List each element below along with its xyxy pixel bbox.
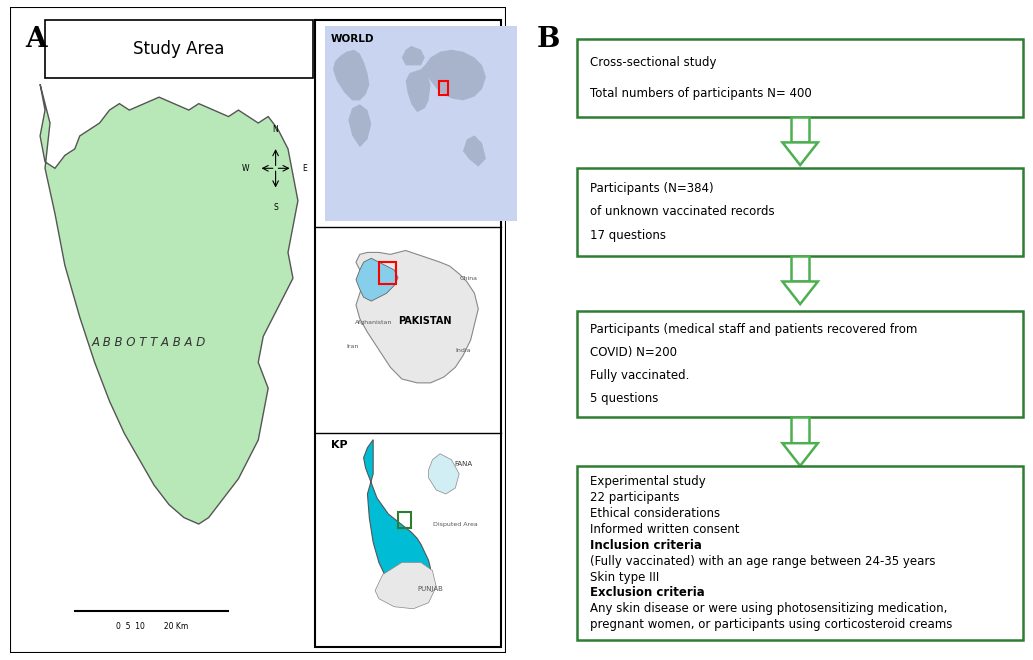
Text: Participants (N=384): Participants (N=384): [590, 182, 714, 195]
Text: pregnant women, or participants using corticosteroid creams: pregnant women, or participants using co…: [590, 618, 952, 631]
Polygon shape: [429, 454, 459, 494]
Text: Participants (medical staff and patients recovered from: Participants (medical staff and patients…: [590, 323, 917, 336]
Text: 5 questions: 5 questions: [590, 391, 658, 405]
Bar: [398, 512, 411, 528]
Bar: [315, 20, 501, 647]
Text: Experimental study: Experimental study: [590, 475, 706, 488]
Polygon shape: [348, 104, 371, 147]
Bar: [791, 117, 809, 143]
Text: Total numbers of participants N= 400: Total numbers of participants N= 400: [590, 86, 812, 100]
Polygon shape: [364, 440, 431, 603]
Text: Informed written consent: Informed written consent: [590, 523, 740, 536]
Bar: [577, 39, 1023, 117]
Text: India: India: [456, 348, 471, 352]
Polygon shape: [406, 69, 431, 112]
Text: COVID) N=200: COVID) N=200: [590, 346, 677, 359]
Text: Any skin disease or were using photosensitizing medication,: Any skin disease or were using photosens…: [590, 603, 947, 615]
Text: E: E: [302, 164, 307, 173]
Text: Inclusion criteria: Inclusion criteria: [590, 539, 702, 552]
Polygon shape: [402, 46, 425, 65]
Text: Exclusion criteria: Exclusion criteria: [590, 587, 705, 599]
Bar: [577, 466, 1023, 640]
Text: WORLD: WORLD: [332, 34, 375, 44]
Polygon shape: [375, 562, 436, 609]
Text: N: N: [273, 125, 279, 134]
Bar: [791, 255, 809, 281]
Bar: [577, 311, 1023, 417]
Bar: [791, 417, 809, 444]
Bar: [379, 262, 396, 284]
Text: FANA: FANA: [453, 461, 472, 467]
Text: Afghanistan: Afghanistan: [354, 321, 392, 325]
Text: S: S: [274, 203, 278, 212]
Bar: [577, 168, 1023, 255]
Text: KP: KP: [332, 440, 348, 449]
Text: PUNJAB: PUNJAB: [417, 585, 443, 591]
Text: 0  5  10        20 Km: 0 5 10 20 Km: [116, 622, 188, 632]
Text: 22 participants: 22 participants: [590, 491, 680, 504]
Text: 17 questions: 17 questions: [590, 230, 666, 242]
Polygon shape: [421, 50, 486, 100]
Polygon shape: [782, 143, 818, 165]
Text: A: A: [25, 26, 46, 53]
Text: Iran: Iran: [346, 344, 358, 349]
Polygon shape: [782, 281, 818, 304]
Text: W: W: [242, 164, 249, 173]
Text: Ethical considerations: Ethical considerations: [590, 507, 720, 520]
Polygon shape: [40, 84, 298, 524]
Text: Skin type III: Skin type III: [590, 570, 659, 583]
Polygon shape: [356, 251, 478, 383]
Text: Disputed Area: Disputed Area: [433, 522, 477, 527]
Polygon shape: [333, 50, 370, 100]
Text: (Fully vaccinated) with an age range between 24-35 years: (Fully vaccinated) with an age range bet…: [590, 554, 936, 568]
Text: Study Area: Study Area: [133, 40, 224, 57]
Polygon shape: [782, 444, 818, 466]
Bar: [439, 81, 447, 94]
Text: China: China: [460, 276, 477, 280]
Bar: [45, 20, 313, 78]
Text: Cross-sectional study: Cross-sectional study: [590, 55, 717, 69]
Text: A B B O T T A B A D: A B B O T T A B A D: [92, 337, 207, 349]
Text: PAKISTAN: PAKISTAN: [398, 316, 451, 327]
Text: B: B: [537, 26, 560, 53]
Polygon shape: [356, 258, 398, 301]
Text: Fully vaccinated.: Fully vaccinated.: [590, 369, 689, 382]
Polygon shape: [463, 135, 486, 166]
Text: of unknown vaccinated records: of unknown vaccinated records: [590, 205, 775, 218]
